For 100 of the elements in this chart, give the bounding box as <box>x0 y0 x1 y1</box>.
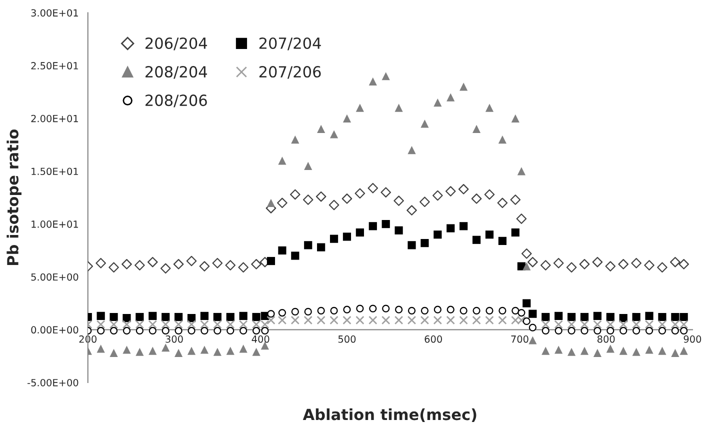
point <box>658 312 666 322</box>
point <box>619 314 628 322</box>
point <box>406 205 417 216</box>
x-tick-label: 200 <box>79 335 97 343</box>
point <box>678 259 689 270</box>
point <box>252 312 260 322</box>
point <box>518 308 526 317</box>
point <box>472 316 481 325</box>
point <box>261 326 269 335</box>
point <box>567 348 576 356</box>
x-tick-label: 300 <box>166 335 183 343</box>
point <box>567 320 576 329</box>
point <box>382 72 390 80</box>
point <box>212 258 223 268</box>
point <box>408 306 416 314</box>
y-tick-label: 1.50E+01 <box>32 168 78 176</box>
point <box>200 326 208 335</box>
point <box>671 312 680 322</box>
point <box>356 316 364 325</box>
point <box>278 156 286 165</box>
point <box>187 346 196 355</box>
point <box>109 320 118 329</box>
point <box>592 256 603 268</box>
point <box>238 262 248 273</box>
point <box>408 146 416 154</box>
point <box>554 320 563 329</box>
point <box>380 187 392 198</box>
point <box>330 234 338 243</box>
point <box>434 306 442 314</box>
point <box>485 230 494 239</box>
point <box>226 326 234 335</box>
x-tick-label: 900 <box>684 335 702 343</box>
point <box>618 320 628 329</box>
point <box>188 326 196 335</box>
point <box>394 226 403 234</box>
point <box>540 260 551 270</box>
point <box>148 326 156 335</box>
point <box>644 320 654 329</box>
legend-label: 208/206 <box>146 94 207 108</box>
point <box>108 262 119 273</box>
y-tick-label: 2.00E+01 <box>31 114 78 122</box>
point <box>522 262 531 270</box>
point <box>162 326 170 335</box>
point <box>174 320 183 329</box>
point <box>136 326 144 335</box>
point <box>369 304 377 312</box>
point <box>291 252 300 260</box>
point <box>606 312 614 322</box>
point <box>330 130 338 138</box>
point <box>368 77 377 86</box>
point <box>200 312 209 320</box>
point <box>316 316 326 325</box>
point <box>226 312 234 322</box>
point <box>394 104 403 112</box>
point <box>174 348 183 357</box>
point <box>420 239 429 248</box>
point <box>342 114 352 122</box>
point <box>528 336 537 344</box>
point <box>267 310 275 318</box>
point <box>554 312 563 320</box>
point <box>618 259 629 270</box>
point <box>173 259 184 270</box>
point <box>472 236 481 244</box>
point <box>110 312 118 322</box>
point <box>162 344 170 352</box>
point <box>498 236 506 245</box>
point <box>122 320 132 329</box>
point <box>433 316 442 325</box>
point <box>214 326 222 335</box>
point <box>266 256 276 266</box>
point <box>522 317 530 326</box>
point <box>566 262 577 273</box>
point <box>122 326 131 335</box>
point <box>484 189 495 200</box>
point <box>122 314 131 322</box>
point <box>645 326 654 335</box>
point <box>382 220 390 228</box>
point <box>632 326 640 335</box>
point <box>96 312 105 320</box>
point <box>593 348 602 357</box>
point <box>619 346 628 355</box>
point <box>553 258 564 268</box>
point <box>446 224 455 232</box>
point <box>632 348 640 356</box>
point <box>680 326 688 335</box>
point <box>110 348 118 357</box>
point <box>96 320 106 329</box>
point <box>446 316 455 325</box>
point <box>542 326 550 335</box>
point <box>96 258 106 268</box>
point <box>122 346 131 354</box>
point <box>460 82 468 91</box>
point <box>226 346 234 355</box>
point <box>434 230 442 239</box>
point <box>580 312 589 322</box>
point <box>485 104 494 112</box>
point <box>342 194 352 204</box>
point <box>304 241 312 250</box>
point <box>316 191 326 202</box>
point <box>472 124 481 134</box>
